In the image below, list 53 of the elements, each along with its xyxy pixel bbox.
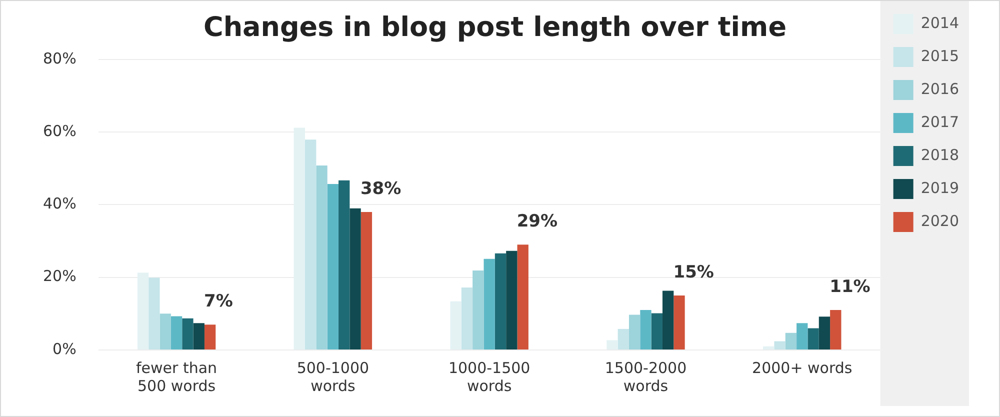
x-tick-label: fewer than 500 words [136, 358, 218, 395]
data-label: 7% [204, 291, 233, 312]
bar [204, 324, 216, 350]
bar [662, 290, 674, 350]
bar [193, 323, 204, 350]
bar [305, 140, 316, 350]
bar [160, 314, 171, 350]
x-tick-label: 1500-2000 words [604, 358, 687, 395]
bar [360, 212, 372, 350]
bar [785, 332, 797, 350]
bar [796, 323, 808, 350]
data-label: 38% [360, 178, 402, 199]
bar [506, 250, 518, 350]
legend-label: 2019 [920, 178, 960, 197]
y-tick-label: 40% [42, 194, 76, 213]
bar [338, 180, 350, 350]
chart-title: Changes in blog post length over time [203, 12, 787, 44]
legend-label: 2017 [920, 112, 960, 131]
bar [818, 316, 830, 350]
y-tick-label: 80% [42, 49, 76, 68]
x-tick-label: 2000+ words [752, 358, 852, 377]
legend-label: 2016 [920, 80, 960, 98]
data-label: 29% [516, 212, 558, 232]
bar [651, 313, 662, 350]
y-tick-label: 60% [42, 122, 76, 140]
bar [517, 244, 528, 350]
legend-label: 2020 [920, 212, 960, 230]
bar [674, 296, 685, 350]
bar [618, 328, 629, 350]
bar [316, 165, 328, 350]
legend-label: 2015 [920, 46, 960, 65]
bar [182, 318, 194, 350]
bar [327, 184, 339, 350]
bar [472, 270, 484, 350]
bar [808, 328, 819, 350]
legend-label: 2014 [920, 14, 960, 32]
x-tick-label: 500-1000 words [296, 358, 370, 395]
y-tick-label: 20% [42, 267, 76, 286]
bar [461, 288, 473, 350]
x-tick-label: 1000-1500 words [448, 358, 530, 395]
bar [494, 253, 506, 350]
legend-label: 2018 [920, 146, 960, 164]
bar [640, 310, 652, 350]
bar [484, 258, 495, 350]
bar [148, 278, 160, 350]
bar [170, 316, 182, 350]
bar [830, 310, 842, 350]
bar [774, 341, 786, 350]
data-label: 11% [830, 276, 870, 297]
data-label: 15% [673, 262, 714, 282]
bar [350, 208, 361, 350]
bar [628, 314, 640, 350]
y-tick-label: 0% [52, 340, 76, 358]
